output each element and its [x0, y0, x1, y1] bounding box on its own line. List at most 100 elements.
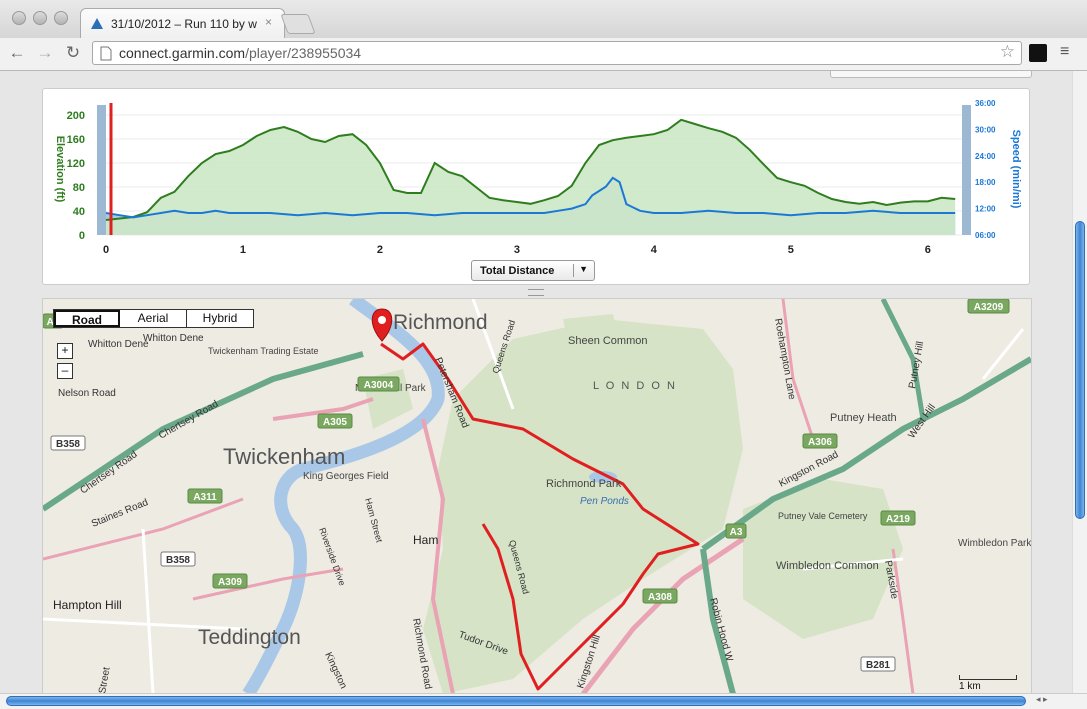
label-riverside-drive: Riverside Drive [317, 526, 347, 587]
close-window-button[interactable] [12, 11, 26, 25]
left-tick-label: 80 [73, 182, 85, 194]
left-tick-label: 200 [67, 110, 85, 122]
road-shield-a309: A309 [212, 573, 248, 589]
garmin-favicon-icon [91, 18, 103, 29]
elevation-area [106, 119, 956, 235]
zoom-in-button[interactable]: + [57, 343, 73, 359]
a307-road [421, 418, 455, 693]
label-king-georges: King Georges Field [303, 471, 389, 482]
label-richmond-park: Richmond Park [546, 478, 622, 490]
url-host: connect.garmin.com [119, 45, 246, 61]
label-teddington: Teddington [198, 626, 301, 649]
page-icon [100, 46, 112, 61]
sheen-common-area [563, 314, 623, 364]
tab-close-icon[interactable]: × [265, 15, 273, 29]
river-thames [242, 299, 445, 693]
minor-road-1 [43, 497, 244, 561]
a308-road [581, 536, 745, 693]
svg-text:A306: A306 [808, 437, 832, 448]
wimbledon-common-area [743, 479, 903, 639]
map-canvas[interactable]: Richmond Twickenham Teddington Ham Hampt… [43, 299, 1031, 693]
top-selector[interactable] [830, 71, 1032, 78]
horizontal-scrollbar[interactable]: ◂ ▸ [0, 693, 1087, 709]
x-axis-ticks: 0 1 2 3 4 5 6 [103, 244, 931, 256]
road-shield-b281: B281 [860, 656, 896, 672]
start-marker-pin-icon[interactable] [371, 308, 393, 342]
map-type-aerial[interactable]: Aerial [120, 310, 187, 327]
street-grid [43, 299, 1025, 693]
label-whitton-dene-2: Whitton Dene [143, 333, 204, 344]
page-content: 200 160 120 80 40 0 36:00 30:00 24:00 18:00 12:00… [0, 71, 1072, 693]
route-map[interactable]: Richmond Twickenham Teddington Ham Hampt… [42, 298, 1032, 693]
chevron-down-icon: ▼ [579, 264, 588, 274]
left-axis-ticks: 200 160 120 80 40 0 [67, 110, 85, 242]
roehampton-lane [781, 299, 815, 440]
x-tick-label: 5 [788, 244, 794, 256]
right-tick-label: 30:00 [975, 125, 996, 134]
selector-separator [573, 264, 574, 277]
road-shield-a3: A3 [725, 523, 747, 539]
resize-grip[interactable] [528, 289, 544, 296]
right-axis-label: Speed (min/mi) [1010, 130, 1022, 209]
label-richmond: Richmond [393, 311, 488, 334]
run-route [380, 342, 700, 691]
scale-bar-line [959, 675, 1017, 680]
a3-road-north [880, 299, 926, 420]
scroll-arrows-icon[interactable]: ◂ ▸ [1036, 694, 1048, 704]
left-tick-label: 0 [79, 230, 85, 242]
elevation-line [105, 118, 956, 221]
horizontal-scroll-thumb[interactable] [6, 696, 1026, 706]
vertical-scroll-thumb[interactable] [1075, 221, 1085, 519]
zoom-window-button[interactable] [54, 11, 68, 25]
bookmark-star-icon[interactable]: ☆ [999, 42, 1015, 61]
browser-tab[interactable]: 31/10/2012 – Run 110 by w × [80, 8, 285, 38]
chart-panel: 200 160 120 80 40 0 36:00 30:00 24:00 18:00 12:00… [42, 88, 1030, 285]
arrow-left-icon[interactable]: ← [8, 43, 26, 62]
right-axis-band [962, 105, 971, 235]
right-tick-label: 12:00 [975, 205, 996, 214]
map-type-selector: Road Aerial Hybrid [53, 309, 254, 328]
svg-text:B358: B358 [166, 555, 190, 566]
map-type-road[interactable]: Road [54, 310, 120, 327]
right-tick-label: 06:00 [975, 231, 996, 240]
map-type-hybrid[interactable]: Hybrid [202, 311, 238, 325]
road-shield-a219: A219 [880, 510, 916, 526]
label-twickenham: Twickenham [223, 444, 345, 469]
extension-icon[interactable] [1029, 44, 1047, 62]
address-bar[interactable]: connect.garmin.com/player/238955034 ☆ [92, 41, 1022, 65]
vertical-scrollbar[interactable] [1072, 71, 1087, 693]
label-trading-estate: Twickenham Trading Estate [208, 346, 319, 356]
x-axis-selector[interactable]: Total Distance ▼ [471, 260, 595, 281]
scale-label: 1 km [959, 681, 981, 692]
x-tick-label: 3 [514, 244, 520, 256]
arrow-right-icon[interactable]: → [36, 43, 54, 62]
x-tick-label: 1 [240, 244, 246, 256]
minimize-window-button[interactable] [33, 11, 47, 25]
label-street: Street [97, 666, 113, 693]
label-putney-vale: Putney Vale Cemetery [778, 511, 868, 521]
pen-ponds-lake [589, 471, 617, 483]
new-tab-button[interactable] [280, 14, 316, 34]
menu-icon[interactable]: ≡ [1060, 43, 1070, 60]
label-ham-street: Ham Street [363, 497, 385, 544]
right-axis-ticks: 36:00 30:00 24:00 18:00 12:00 06:00 [975, 99, 996, 240]
a316-road [43, 351, 364, 512]
zoom-out-button[interactable]: – [57, 363, 73, 379]
road-shield-a3209: A3209 [967, 299, 1010, 314]
right-tick-label: 24:00 [975, 152, 996, 161]
richmond-park-area [423, 319, 743, 693]
svg-text:A3209: A3209 [974, 302, 1004, 313]
label-putney-heath: Putney Heath [830, 412, 897, 424]
svg-text:B358: B358 [56, 439, 80, 450]
right-tick-label: 36:00 [975, 99, 996, 108]
label-hampton-hill: Hampton Hill [53, 598, 122, 612]
svg-text:A309: A309 [218, 577, 242, 588]
x-tick-label: 2 [377, 244, 383, 256]
x-tick-label: 0 [103, 244, 109, 256]
label-chertsey-road-2: Chertsey Road [157, 399, 220, 442]
road-shield-a308: A308 [642, 588, 678, 604]
reload-icon[interactable]: ↻ [65, 43, 81, 62]
road-shield-a311: A311 [187, 488, 223, 504]
label-kingston: Kingston [322, 651, 348, 691]
